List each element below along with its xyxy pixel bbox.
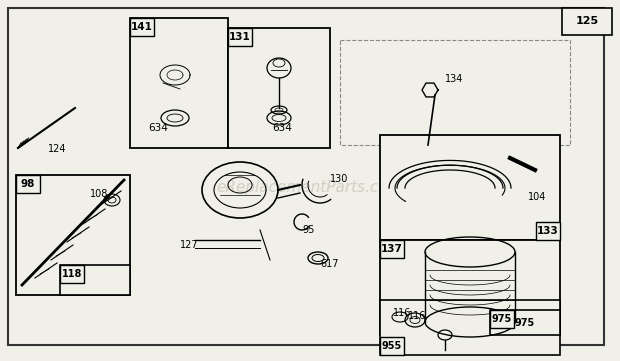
Bar <box>60 265 130 295</box>
Text: 955: 955 <box>382 341 402 351</box>
Text: 975: 975 <box>515 318 535 327</box>
Bar <box>16 175 40 193</box>
Text: 124: 124 <box>48 144 66 154</box>
Bar <box>60 265 84 283</box>
Text: 130: 130 <box>330 174 348 184</box>
Bar <box>340 40 570 145</box>
Text: eReplacementParts.com: eReplacementParts.com <box>216 180 404 195</box>
Text: 133: 133 <box>537 226 559 236</box>
Bar <box>380 240 404 258</box>
Text: 975: 975 <box>492 314 512 324</box>
Bar <box>562 8 612 35</box>
Text: 131: 131 <box>229 32 251 42</box>
Text: 104: 104 <box>528 192 546 202</box>
Bar <box>380 135 560 240</box>
Bar <box>130 18 228 148</box>
Bar <box>380 300 560 355</box>
Bar <box>380 337 404 355</box>
Bar <box>228 28 330 148</box>
Text: 98: 98 <box>21 179 35 189</box>
Text: 108: 108 <box>90 189 108 199</box>
Bar <box>490 310 560 335</box>
Text: 141: 141 <box>131 22 153 32</box>
Text: 617: 617 <box>320 259 339 269</box>
Bar <box>380 240 560 335</box>
Text: 116: 116 <box>393 308 412 318</box>
Bar <box>536 222 560 240</box>
Bar <box>16 175 130 295</box>
Text: 634: 634 <box>148 123 168 133</box>
Text: 125: 125 <box>575 17 598 26</box>
Text: 95: 95 <box>302 225 314 235</box>
Text: 118: 118 <box>62 269 82 279</box>
Text: 137: 137 <box>381 244 403 254</box>
Text: 134: 134 <box>445 74 463 84</box>
Text: 127: 127 <box>180 240 198 250</box>
Bar <box>490 310 514 328</box>
Text: 116: 116 <box>408 311 427 321</box>
Text: 634: 634 <box>272 123 292 133</box>
Bar <box>228 28 252 46</box>
Bar <box>130 18 154 36</box>
